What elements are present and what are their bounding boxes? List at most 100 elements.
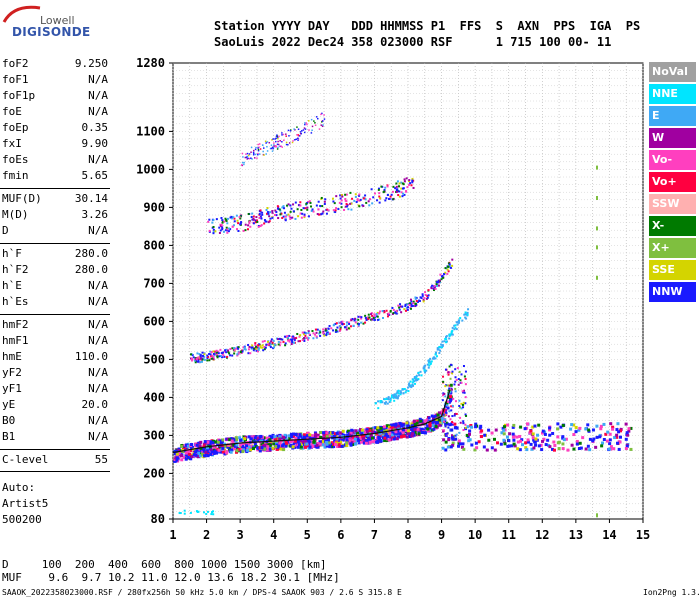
echo-point [258,446,262,450]
echo-point [250,146,253,149]
echo-point [251,218,254,221]
echo-point [451,372,454,375]
echo-point [259,209,262,212]
echo-point [616,422,620,426]
echo-point [449,377,452,380]
echo-point [462,429,465,432]
echo-point [375,313,378,316]
echo-point [385,197,388,200]
echo-point [318,440,322,444]
echo-point [426,363,429,366]
echo-point [332,445,336,449]
echo-point [412,419,416,423]
echo-point [275,146,277,148]
echo-point [244,439,248,443]
param-key: yE [2,398,16,411]
echo-point [220,216,223,219]
echo-point [357,315,360,318]
echo-point [332,200,335,203]
echo-point [257,147,259,149]
echo-point [502,428,506,432]
echo-point [445,411,448,414]
echo-point [449,333,452,336]
echo-point [430,414,434,418]
echo-point [206,359,209,362]
x-tick-label: 9 [438,528,445,542]
echo-point [434,353,437,356]
echo-point [432,289,435,292]
param-row: foF2 9.250 [2,57,108,73]
echo-point [252,435,256,439]
echo-point [209,357,212,360]
echo-point [321,440,325,444]
echo-point [468,429,472,433]
echo-point [393,393,396,396]
echo-point [595,435,599,439]
echo-point [196,449,200,453]
echo-point [251,447,255,451]
echo-point [245,153,247,155]
echo-point [292,140,294,142]
echo-point [320,196,323,199]
echo-point [243,347,246,350]
echo-point [347,327,350,330]
echo-point [175,456,179,460]
echo-point [237,229,240,232]
y-tick-label: 1280 [136,56,165,70]
echo-point [355,434,359,438]
echo-point [457,321,460,324]
echo-point [284,439,288,443]
echo-point [444,271,447,274]
echo-point [465,414,468,417]
echo-point [212,510,215,513]
echo-point [400,191,403,194]
echo-point [436,413,440,417]
echo-point [540,448,544,452]
echo-point [254,343,257,346]
echo-point [608,442,612,446]
echo-point [203,440,207,444]
echo-point [206,510,209,513]
echo-point [626,433,630,437]
echo-point [420,430,424,434]
echo-point [599,427,603,431]
echo-point [446,406,450,410]
echo-point [406,431,410,435]
echo-point [253,157,256,159]
echo-point [367,313,370,316]
echo-point [218,445,222,449]
echo-point [237,447,241,451]
echo-point [231,347,234,350]
echo-point [311,444,315,448]
echo-point [208,442,212,446]
echo-point [237,222,240,225]
echo-point [460,445,464,449]
echo-point [435,283,438,286]
echo-point [291,335,294,338]
echo-point [239,450,243,454]
echo-point [225,226,228,229]
echo-point [297,139,299,141]
echo-point [438,423,442,427]
echo-point [323,203,326,206]
echo-point [325,431,329,435]
echo-point [301,212,304,215]
echo-point [233,347,236,350]
echo-point [263,346,266,349]
echo-point [383,311,386,314]
echo-point [271,211,274,214]
echo-point [444,420,447,423]
echo-point [401,182,404,185]
echo-point [479,434,483,438]
echo-point [432,427,436,431]
echo-point [501,426,505,430]
echo-point [345,193,348,196]
echo-point [333,202,336,205]
echo-point [425,369,428,372]
legend-item-vo-: Vo+ [649,172,696,192]
echo-point [427,289,430,292]
echo-point [388,197,391,200]
echo-point [413,423,417,427]
echo-point [365,439,369,443]
echo-point [348,322,351,325]
